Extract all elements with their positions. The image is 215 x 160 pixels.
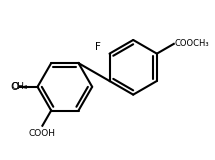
Text: CH₃: CH₃	[11, 82, 28, 91]
Text: COOH: COOH	[29, 129, 56, 138]
Text: COOCH₃: COOCH₃	[175, 39, 209, 48]
Text: O: O	[11, 82, 19, 92]
Text: F: F	[95, 42, 101, 52]
